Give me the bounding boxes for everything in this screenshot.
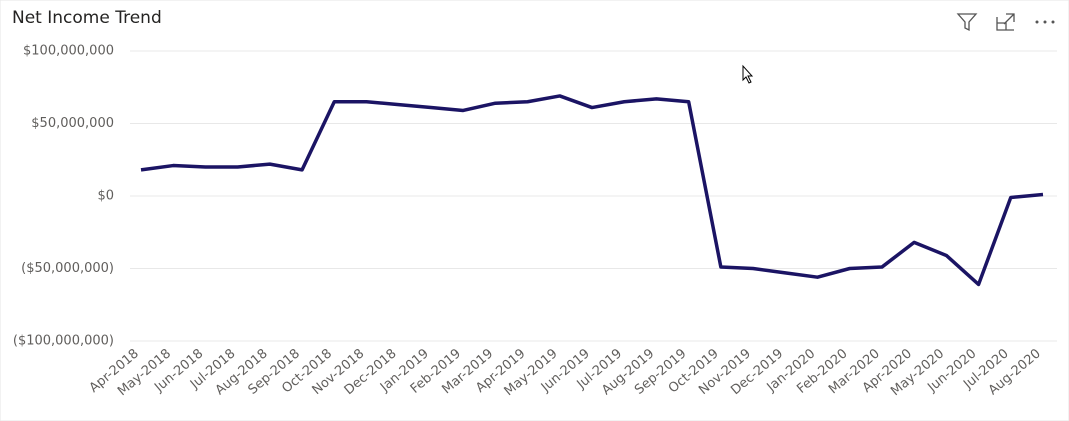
y-tick-label: $100,000,000 [23, 44, 114, 59]
y-tick-label: ($100,000,000) [13, 334, 114, 349]
toolbar [956, 13, 1015, 32]
y-tick-label: ($50,000,000) [21, 261, 114, 276]
y-tick-label: $0 [97, 189, 114, 204]
chart-title: Net Income Trend [12, 8, 162, 28]
y-tick-label: $50,000,000 [31, 116, 114, 131]
line-series [140, 94, 1044, 287]
more-icon[interactable] [1035, 20, 1055, 24]
cursor [742, 64, 754, 84]
filter-icon[interactable] [956, 13, 978, 32]
focus-icon[interactable] [996, 13, 1015, 31]
